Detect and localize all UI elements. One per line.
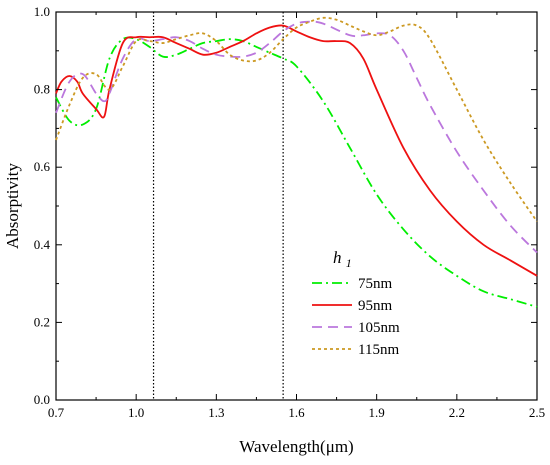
series-layer bbox=[55, 16, 538, 308]
y-tick-label: 0.8 bbox=[34, 82, 50, 97]
x-axis-ticks: 0.7 1.0 1.3 1.6 1.9 2.2 2.5 bbox=[48, 12, 545, 420]
reference-lines bbox=[152, 12, 284, 400]
y-tick-label: 1.0 bbox=[34, 4, 50, 19]
series-line-115nm bbox=[55, 16, 538, 223]
x-tick-label: 1.9 bbox=[369, 405, 385, 420]
series-line-95nm bbox=[55, 24, 538, 277]
x-tick-label: 1.6 bbox=[288, 405, 305, 420]
y-tick-label: 0.0 bbox=[34, 392, 50, 407]
y-tick-label: 0.2 bbox=[34, 314, 50, 329]
legend-title-sub: 1 bbox=[346, 256, 352, 270]
x-tick-label: 2.2 bbox=[449, 405, 465, 420]
x-axis-title: Wavelength(μm) bbox=[239, 437, 353, 456]
y-tick-label: 0.4 bbox=[34, 237, 51, 252]
legend: h 1 75nm 95nm 105nm 115nm bbox=[312, 248, 400, 358]
plot-frame bbox=[55, 11, 538, 401]
legend-label: 105nm bbox=[358, 320, 400, 336]
y-axis-title: Absorptivity bbox=[3, 163, 22, 249]
legend-label: 115nm bbox=[358, 342, 399, 358]
legend-label: 75nm bbox=[358, 276, 393, 292]
legend-label: 95nm bbox=[358, 298, 393, 314]
legend-title-main: h bbox=[333, 248, 342, 267]
series-line-105nm bbox=[55, 20, 538, 254]
x-tick-label: 1.0 bbox=[128, 405, 144, 420]
x-tick-label: 2.5 bbox=[529, 405, 545, 420]
x-tick-label: 1.3 bbox=[208, 405, 224, 420]
y-axis-ticks: 0.0 0.2 0.4 0.6 0.8 1.0 bbox=[34, 4, 537, 407]
x-tick-label: 0.7 bbox=[48, 405, 65, 420]
y-tick-label: 0.6 bbox=[34, 159, 51, 174]
series-line-75nm bbox=[55, 36, 538, 308]
legend-title: h 1 bbox=[333, 248, 352, 270]
